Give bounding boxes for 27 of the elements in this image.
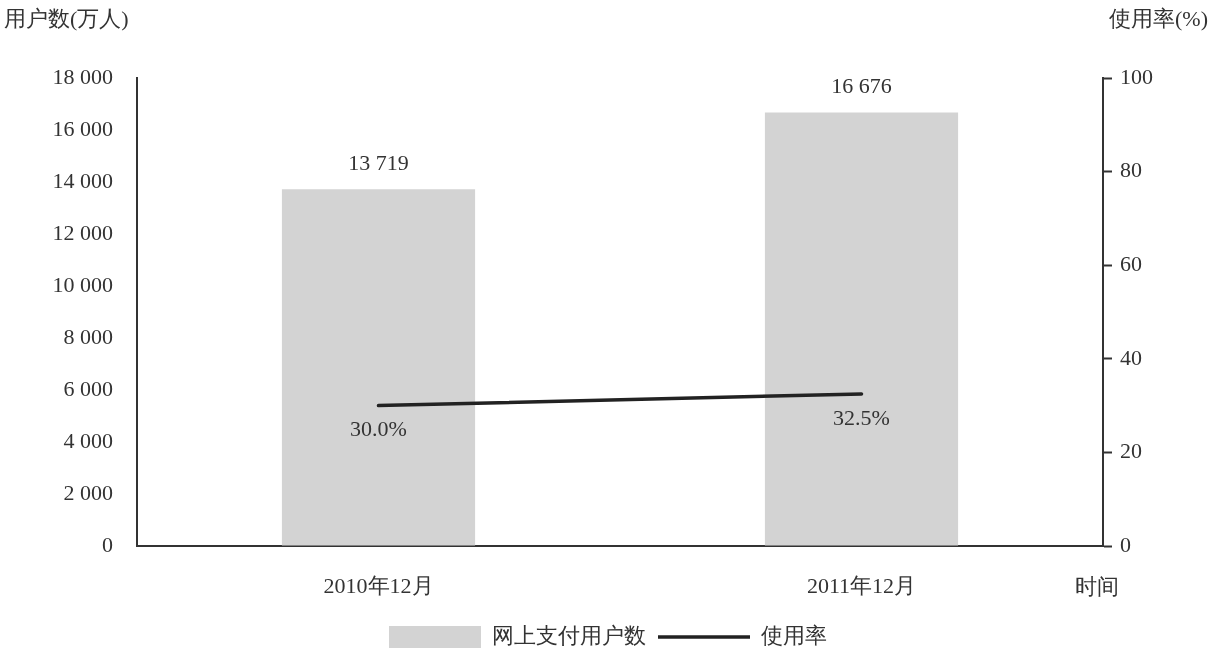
legend-label: 使用率	[761, 622, 827, 648]
y-tick-label: 2 000	[63, 479, 113, 505]
x-axis-title: 时间	[1075, 573, 1119, 599]
y2-tick-label: 60	[1120, 250, 1142, 276]
y-tick-label: 12 000	[52, 219, 113, 245]
data-label: 13 719	[348, 150, 409, 176]
y-tick-label: 14 000	[52, 167, 113, 193]
data-label: 32.5%	[833, 404, 890, 430]
y-tick-label: 0	[102, 531, 113, 557]
y-tick-label: 8 000	[63, 323, 113, 349]
y2-tick-label: 0	[1120, 531, 1131, 557]
data-label: 30.0%	[350, 416, 407, 442]
y2-tick-label: 20	[1120, 438, 1142, 464]
y-axis-title: 用户数(万人)	[4, 5, 129, 31]
y2-axis-title: 使用率(%)	[1109, 5, 1208, 31]
legend-label: 网上支付用户数	[492, 622, 646, 648]
y2-tick-label: 80	[1120, 157, 1142, 183]
x-tick-label: 2011年12月	[806, 572, 917, 598]
y-tick-label: 18 000	[52, 63, 113, 89]
y2-tick-label: 100	[1120, 63, 1153, 89]
data-label: 16 676	[831, 73, 892, 99]
y-tick-label: 6 000	[63, 375, 113, 401]
y-tick-label: 4 000	[63, 427, 113, 453]
x-tick-label: 2010年12月	[323, 572, 434, 598]
y2-tick-label: 40	[1120, 344, 1142, 370]
y-tick-label: 16 000	[52, 115, 113, 141]
y-tick-label: 10 000	[52, 271, 113, 297]
